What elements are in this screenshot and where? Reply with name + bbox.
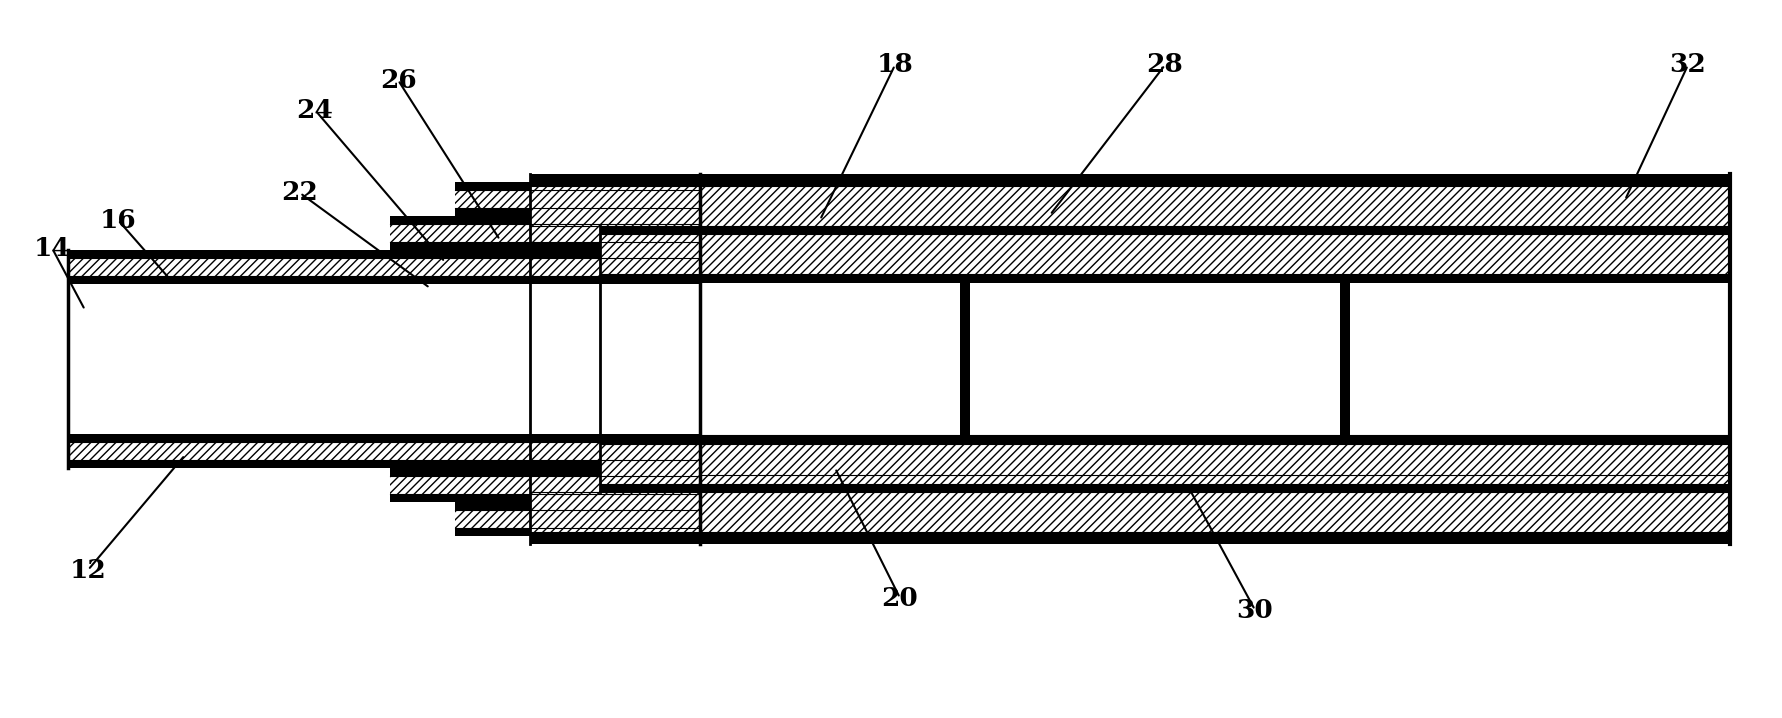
Bar <box>700 435 1730 475</box>
Bar <box>390 468 700 476</box>
Bar <box>390 494 700 502</box>
Bar <box>68 460 700 468</box>
Text: 28: 28 <box>1146 52 1183 78</box>
Bar <box>390 224 700 242</box>
Bar <box>68 250 700 258</box>
Bar <box>454 190 700 208</box>
Bar <box>454 502 700 510</box>
Bar <box>390 476 700 494</box>
Bar <box>700 283 1730 435</box>
Bar <box>68 442 700 460</box>
Bar <box>601 484 700 492</box>
Bar <box>1340 283 1351 435</box>
Bar <box>390 182 454 216</box>
Bar <box>454 182 700 190</box>
Bar <box>454 510 700 528</box>
Bar <box>700 484 1730 492</box>
Bar <box>390 502 454 536</box>
Bar <box>454 528 700 536</box>
Bar <box>700 186 1730 532</box>
Bar <box>700 234 1730 274</box>
Text: 22: 22 <box>282 180 319 205</box>
Text: 24: 24 <box>296 98 333 123</box>
Bar <box>700 492 1730 532</box>
Bar <box>68 284 700 434</box>
Bar <box>700 532 1730 544</box>
Bar <box>390 242 700 250</box>
Bar <box>700 226 1730 234</box>
Bar <box>969 283 1340 435</box>
Bar <box>601 435 700 444</box>
Bar <box>68 258 700 276</box>
Bar <box>68 276 700 284</box>
Bar <box>529 186 700 226</box>
Text: 18: 18 <box>877 52 914 78</box>
Bar <box>700 174 1730 186</box>
Text: 20: 20 <box>882 585 918 610</box>
Bar <box>700 283 960 435</box>
Bar <box>454 208 700 216</box>
Bar <box>700 444 1730 484</box>
Text: 32: 32 <box>1670 52 1707 78</box>
Bar <box>601 226 700 234</box>
Bar <box>529 532 700 544</box>
Bar <box>390 216 700 224</box>
Bar <box>960 283 969 435</box>
Text: 16: 16 <box>100 208 135 233</box>
Bar <box>601 234 700 274</box>
Bar <box>529 492 700 532</box>
Bar <box>700 435 1730 444</box>
Bar <box>700 484 1730 492</box>
Text: 30: 30 <box>1237 597 1274 623</box>
Bar <box>601 274 700 283</box>
Text: 14: 14 <box>34 236 71 261</box>
Bar <box>1351 283 1730 435</box>
Text: 12: 12 <box>69 557 107 582</box>
Bar <box>700 186 1730 226</box>
Bar <box>529 174 700 186</box>
Bar <box>68 434 700 442</box>
Bar <box>700 274 1730 283</box>
Bar <box>601 444 700 484</box>
Text: 26: 26 <box>380 67 417 93</box>
